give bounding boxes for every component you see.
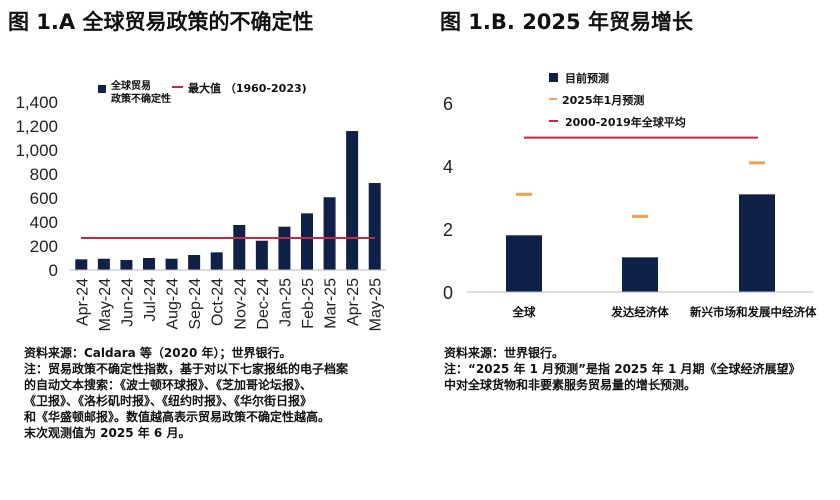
bar-Mar-25 bbox=[323, 197, 336, 270]
x-tick-label: Feb-25 bbox=[300, 278, 317, 329]
y-tick-label: 0 bbox=[443, 283, 453, 303]
y-tick-label: 400 bbox=[30, 213, 58, 232]
x-tick-label: 新兴市场和发展中经济体 bbox=[690, 305, 817, 319]
note-line: 《卫报》、《洛杉矶时报》、《纽约时报》、《华尔街日报》 bbox=[24, 394, 313, 408]
x-tick-label: May-25 bbox=[368, 278, 385, 331]
note-line: 末次观测值为 2025 年 6 月。 bbox=[24, 426, 191, 440]
bar-Feb-25 bbox=[301, 213, 313, 270]
bar-全球 bbox=[506, 235, 542, 292]
y-tick-label: 1,400 bbox=[15, 93, 58, 112]
x-tick-label: Nov-24 bbox=[232, 278, 249, 330]
y-tick-label: 1,000 bbox=[15, 141, 58, 160]
note-line: 和《华盛顿邮报》。数值越高表示贸易政策不确定性越高。 bbox=[24, 410, 331, 424]
legend-bar-swatch bbox=[98, 85, 106, 93]
y-tick-label: 1,200 bbox=[15, 117, 58, 136]
x-tick-label: Sep-24 bbox=[187, 278, 204, 330]
x-tick-label: May-24 bbox=[97, 278, 114, 331]
note-line: 中对全球货物和非要素服务贸易量的增长预测。 bbox=[444, 378, 697, 392]
bar-Dec-24 bbox=[255, 240, 268, 270]
bar-Sep-24 bbox=[188, 255, 201, 270]
chart-b-title: 图 1.B. 2025 年贸易增长 bbox=[440, 10, 693, 34]
x-tick-label: Dec-24 bbox=[255, 278, 272, 330]
bar-Jan-25 bbox=[278, 226, 291, 270]
bar-Aug-24 bbox=[165, 258, 178, 270]
note-line: 注：贸易政策不确定性指数，基于对以下七家报纸的电子档案 bbox=[24, 362, 349, 376]
y-tick-label: 4 bbox=[443, 157, 453, 177]
note-line: 资料来源：世界银行。 bbox=[444, 346, 565, 360]
x-tick-label: Apr-24 bbox=[74, 278, 91, 326]
note-line: 注：“2025 年 1 月预测”是指 2025 年 1 月期《全球经济展望》 bbox=[444, 362, 801, 376]
chart-a-notes: 资料来源：Caldara 等（2020 年）；世界银行。 注：贸易政策不确定性指… bbox=[24, 345, 348, 441]
x-tick-label: Aug-24 bbox=[165, 278, 182, 330]
bar-May-25 bbox=[368, 183, 381, 270]
y-tick-label: 600 bbox=[30, 189, 58, 208]
bar-Jul-24 bbox=[143, 258, 155, 270]
bar-May-24 bbox=[97, 258, 110, 270]
x-tick-label: Mar-25 bbox=[323, 278, 340, 329]
chart-b-notes: 资料来源：世界银行。 注：“2025 年 1 月预测”是指 2025 年 1 月… bbox=[444, 345, 801, 393]
x-tick-label: 发达经济体 bbox=[610, 305, 669, 319]
note-line: 资料来源：Caldara 等（2020 年）；世界银行。 bbox=[24, 346, 292, 360]
bar-Apr-25 bbox=[346, 131, 359, 270]
y-tick-label: 6 bbox=[443, 94, 453, 114]
legend-line-label: 2000-2019年全球平均 bbox=[565, 115, 686, 129]
bar-发达经济体 bbox=[622, 257, 658, 292]
legend-bar-label: 政策不确定性 bbox=[111, 92, 171, 105]
bar-Apr-24 bbox=[75, 259, 88, 270]
legend-line-label: 最大值 （1960-2023) bbox=[188, 81, 307, 95]
x-tick-label: Apr-25 bbox=[345, 278, 362, 326]
bar-Nov-24 bbox=[233, 225, 246, 270]
bar-Oct-24 bbox=[210, 252, 223, 270]
note-line: 的自动文本搜索：《波士顿环球报》、《芝加哥论坛报》、 bbox=[24, 378, 313, 392]
y-tick-label: 800 bbox=[30, 165, 58, 184]
legend-bar-label: 全球贸易 bbox=[110, 79, 151, 92]
legend-bar-swatch bbox=[549, 73, 558, 82]
x-tick-label: Jun-24 bbox=[119, 278, 136, 327]
x-tick-label: 全球 bbox=[512, 305, 536, 319]
bar-新兴市场和发展中经济体 bbox=[739, 194, 775, 292]
x-tick-label: Jul-24 bbox=[142, 278, 159, 322]
legend-marker-label: 2025年1月预测 bbox=[562, 93, 644, 107]
legend-bar-label: 目前预测 bbox=[565, 71, 609, 85]
chart-a-title: 图 1.A 全球贸易政策的不确定性 bbox=[8, 10, 314, 34]
y-tick-label: 0 bbox=[49, 261, 58, 280]
x-tick-label: Oct-24 bbox=[210, 278, 227, 326]
bar-Jun-24 bbox=[120, 260, 133, 270]
x-tick-label: Jan-25 bbox=[277, 278, 294, 327]
y-tick-label: 2 bbox=[443, 220, 453, 240]
y-tick-label: 200 bbox=[30, 237, 58, 256]
